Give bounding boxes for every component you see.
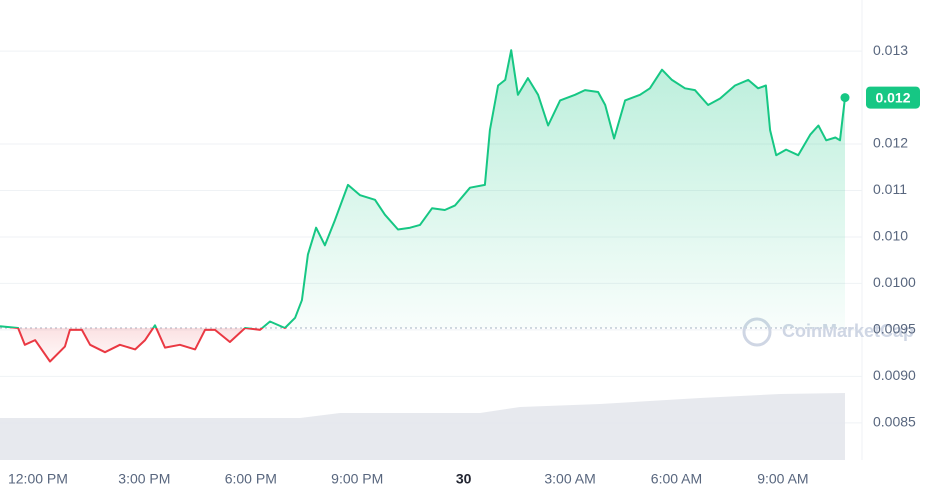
y-tick-label: 0.011 xyxy=(873,181,907,197)
x-tick-label: 9:00 AM xyxy=(757,471,808,487)
x-tick-label: 3:00 AM xyxy=(544,471,595,487)
y-tick-label: 0.010 xyxy=(873,228,908,244)
y-tick-label: 0.0090 xyxy=(873,367,916,383)
last-point xyxy=(840,93,850,103)
x-tick-label: 6:00 AM xyxy=(651,471,702,487)
y-tick-label: 0.0085 xyxy=(873,414,916,430)
price-badge-label: 0.012 xyxy=(875,89,910,105)
plot-layer: CoinMarketCap xyxy=(0,49,914,363)
price-area xyxy=(0,50,845,362)
y-tick-label: 0.012 xyxy=(873,135,908,151)
y-tick-label: 0.0100 xyxy=(873,274,916,290)
axis-layer: 0.0085 0.0090 0.0095 0.0100 0.010 0.011 0.012 0… xyxy=(8,42,920,487)
x-tick-label: 9:00 PM xyxy=(331,471,383,487)
x-tick-label: 30 xyxy=(456,471,472,487)
price-badge xyxy=(866,86,920,109)
price-line xyxy=(0,49,846,363)
x-tick-label: 6:00 PM xyxy=(225,471,277,487)
volume-area xyxy=(0,393,845,460)
y-tick-label: 0.0095 xyxy=(873,321,916,337)
x-tick-label: 3:00 PM xyxy=(118,471,170,487)
volume-bars xyxy=(0,393,845,460)
x-tick-label: 12:00 PM xyxy=(8,471,68,487)
y-tick-label: 0.013 xyxy=(873,42,908,58)
